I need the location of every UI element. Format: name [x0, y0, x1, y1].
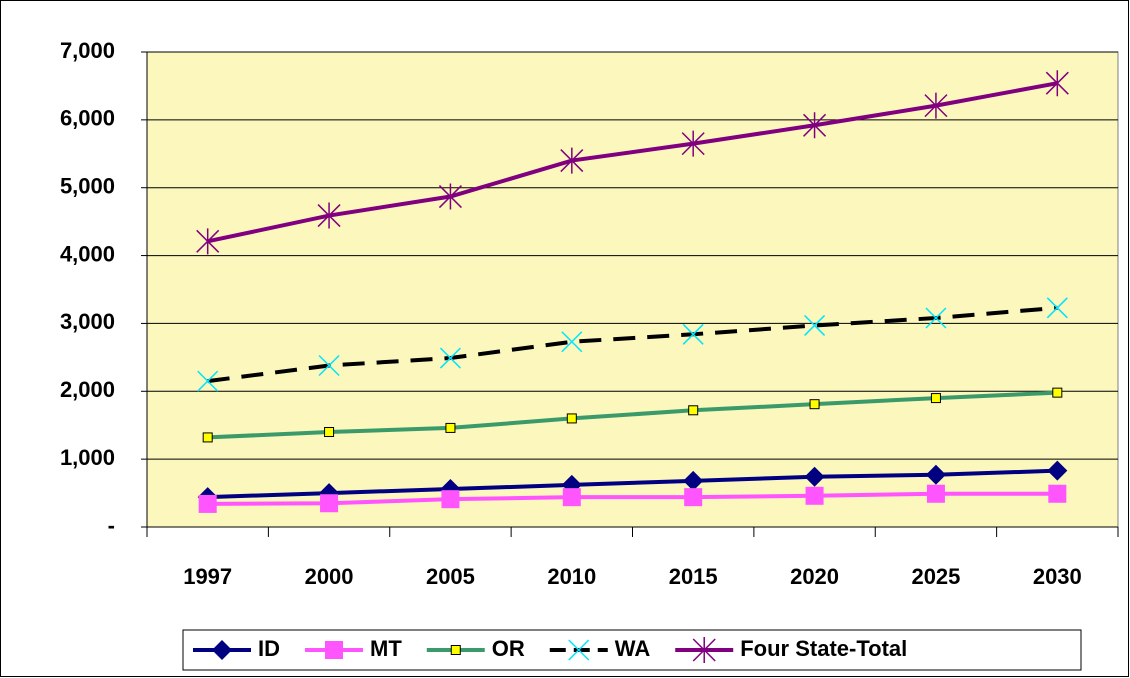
y-tick-label: 2,000	[60, 377, 115, 402]
marker	[1046, 297, 1068, 319]
marker	[450, 645, 461, 655]
series-line	[207, 390, 1058, 440]
marker	[568, 639, 590, 661]
marker	[681, 130, 705, 157]
plot-area	[146, 51, 1119, 528]
marker	[1048, 484, 1067, 503]
marker	[926, 484, 945, 503]
marker	[809, 399, 820, 410]
marker	[439, 347, 461, 369]
legend-label: WA	[615, 636, 651, 661]
marker	[202, 432, 213, 443]
marker	[560, 147, 584, 174]
legend: ID MT OR WA Four State-Total	[182, 629, 1082, 671]
marker	[562, 488, 581, 507]
x-tick-label: 2005	[426, 564, 475, 589]
marker	[1047, 460, 1068, 481]
legend-label: MT	[370, 636, 402, 661]
x-tick-label: 2020	[790, 564, 839, 589]
marker	[317, 202, 341, 229]
marker	[803, 112, 827, 139]
marker	[1045, 70, 1069, 97]
y-tick-label: 1,000	[60, 445, 115, 470]
series-line	[207, 491, 1058, 506]
marker	[924, 92, 948, 119]
x-tick-label: 2000	[305, 564, 354, 589]
marker	[318, 354, 340, 377]
marker	[804, 314, 826, 336]
marker	[561, 331, 583, 353]
marker	[1052, 387, 1063, 398]
marker	[684, 488, 703, 507]
marker	[325, 641, 343, 659]
marker	[441, 490, 460, 509]
legend-label: Four State-Total	[740, 636, 907, 661]
marker	[804, 466, 825, 487]
x-tick-label: 2010	[547, 564, 596, 589]
marker	[196, 228, 220, 255]
marker	[925, 307, 947, 329]
x-tick-label: 2015	[669, 564, 718, 589]
marker	[324, 427, 335, 437]
marker	[692, 637, 716, 663]
y-tick-label: -	[108, 513, 115, 538]
marker	[682, 323, 704, 345]
marker	[683, 470, 704, 491]
marker	[197, 370, 219, 392]
series-line	[207, 305, 1058, 384]
x-tick-label: 1997	[183, 564, 232, 589]
marker	[438, 183, 462, 210]
marker	[930, 393, 941, 404]
x-tick-label: 2030	[1033, 564, 1082, 589]
y-tick-label: 3,000	[60, 309, 115, 334]
marker	[445, 422, 456, 433]
y-tick-label: 6,000	[60, 106, 115, 131]
marker	[805, 486, 824, 505]
marker	[566, 413, 577, 424]
legend-label: OR	[492, 636, 525, 661]
marker	[198, 494, 217, 513]
marker	[212, 640, 232, 660]
legend-label: ID	[258, 636, 280, 661]
y-tick-label: 5,000	[60, 174, 115, 199]
marker	[320, 494, 339, 513]
y-tick-label: 4,000	[60, 241, 115, 266]
series-line	[207, 468, 1058, 500]
marker	[925, 464, 946, 485]
x-tick-label: 2025	[911, 564, 960, 589]
marker	[688, 405, 699, 416]
y-tick-label: 7,000	[60, 38, 115, 63]
series-line	[207, 81, 1058, 244]
